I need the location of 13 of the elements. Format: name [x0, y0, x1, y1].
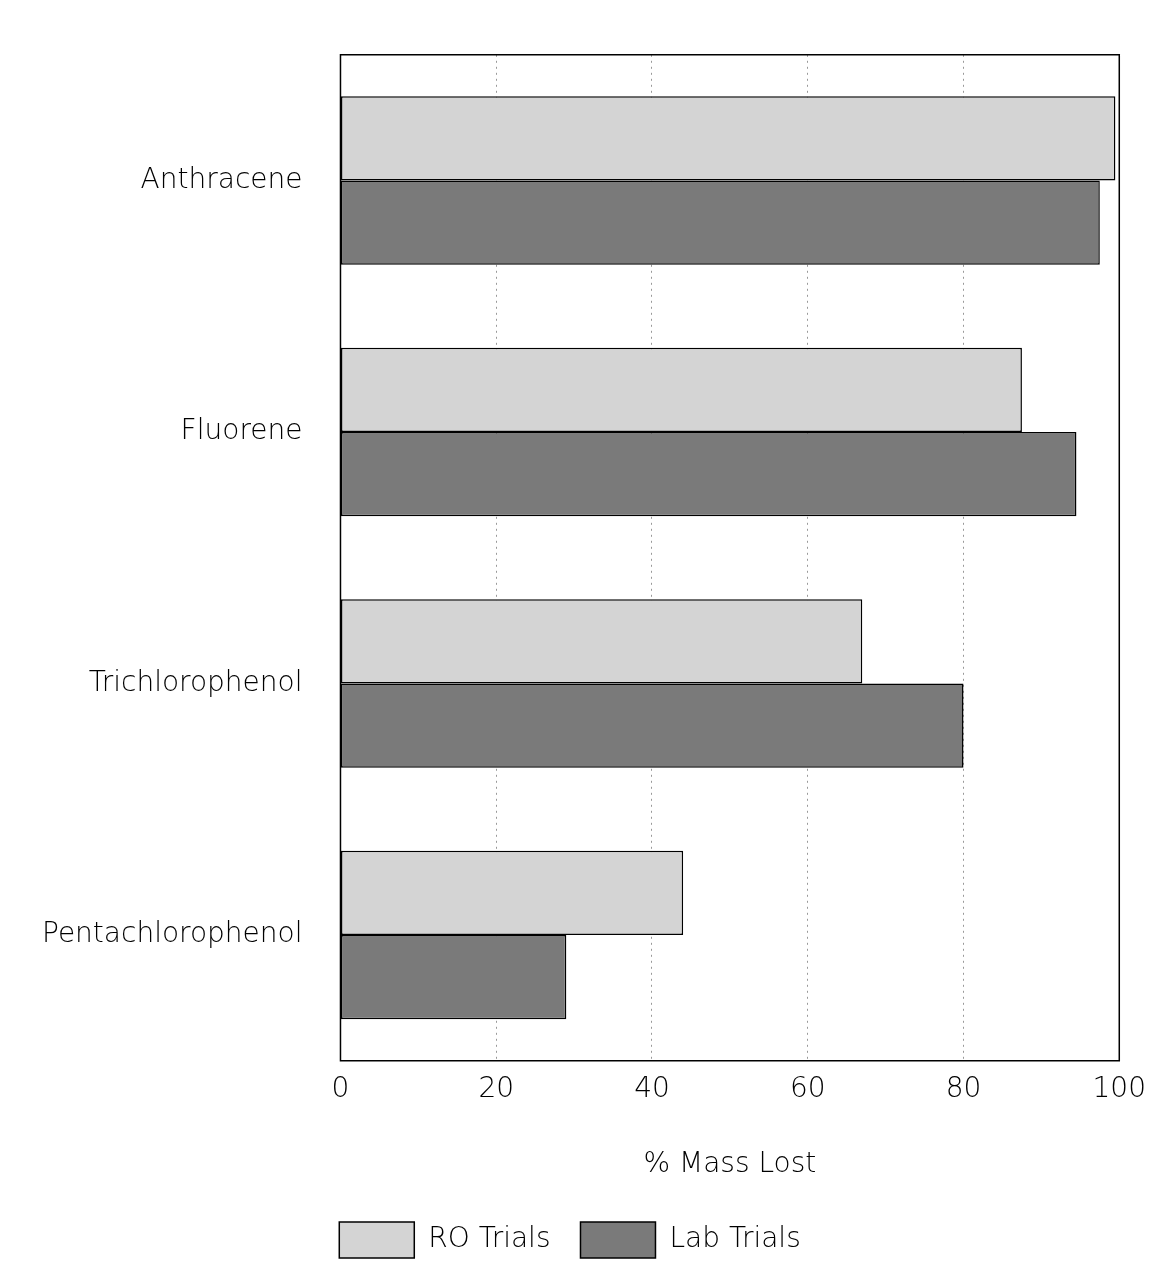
y-tick-label: Fluorene: [180, 413, 303, 447]
x-axis-title: % Mass Lost: [643, 1146, 817, 1180]
x-tick-label: 40: [634, 1070, 670, 1104]
x-tick-label: 100: [1092, 1070, 1146, 1104]
y-tick-label: Anthracene: [140, 161, 303, 195]
x-tick-label: 80: [945, 1070, 982, 1104]
x-tick-label: 20: [478, 1070, 515, 1104]
x-tick-label: 0: [331, 1070, 350, 1104]
legend-label: RO Trials: [428, 1221, 551, 1255]
y-tick-label: Trichlorophenol: [88, 664, 303, 698]
y-tick-label: Pentachlorophenol: [41, 916, 303, 950]
x-tick-label: 60: [789, 1070, 826, 1104]
legend-label: Lab Trials: [669, 1221, 801, 1255]
